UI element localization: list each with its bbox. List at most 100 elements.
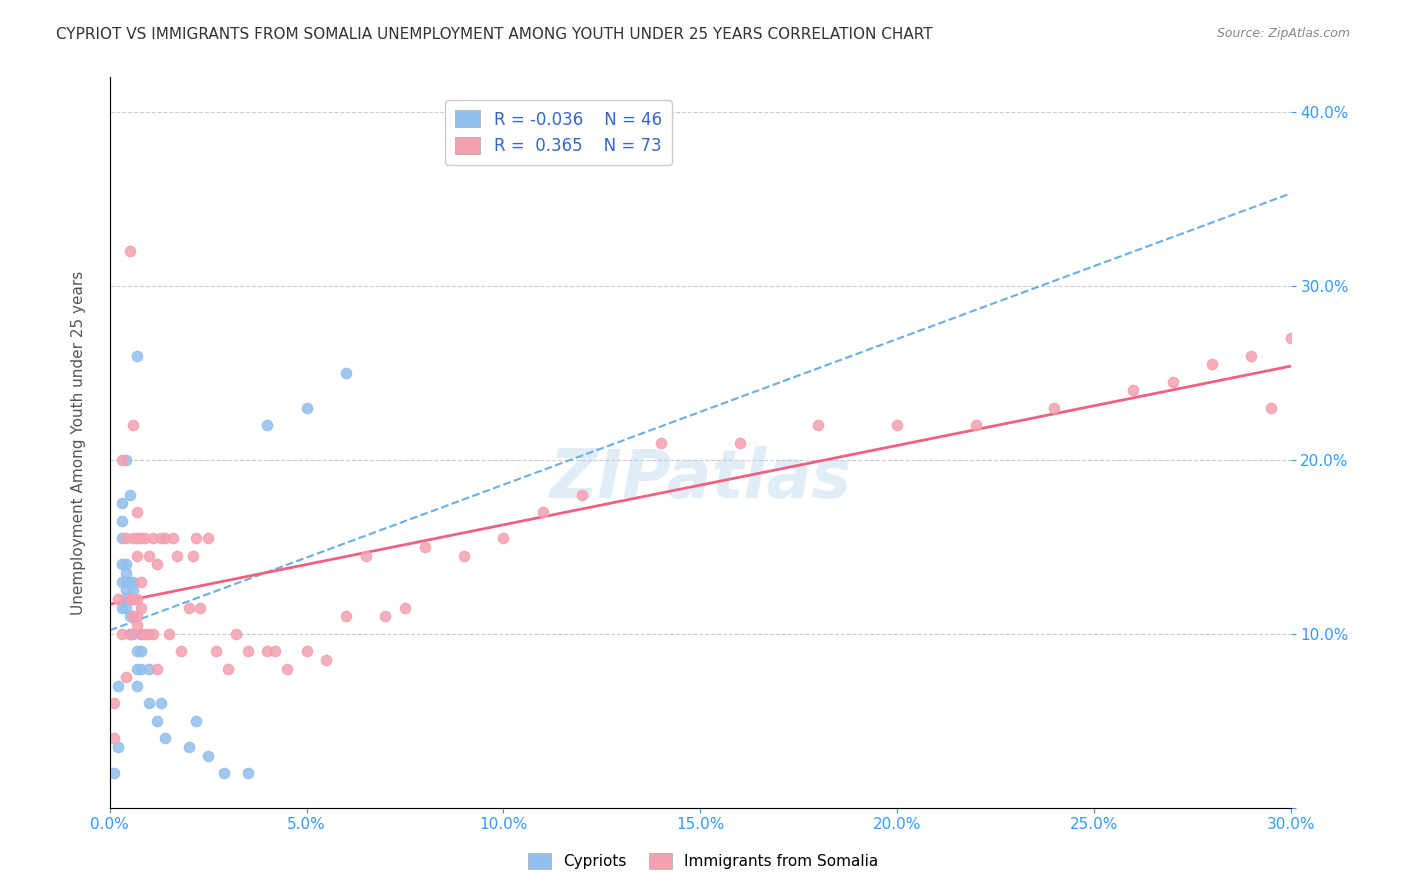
Point: [217, 662, 239, 676]
Point: [276, 662, 298, 676]
Point: [127, 349, 149, 363]
Point: [650, 435, 672, 450]
Point: [111, 453, 134, 467]
Point: [114, 670, 136, 684]
Point: [118, 627, 141, 641]
Point: [354, 549, 377, 563]
Text: CYPRIOT VS IMMIGRANTS FROM SOMALIA UNEMPLOYMENT AMONG YOUTH UNDER 25 YEARS CORRE: CYPRIOT VS IMMIGRANTS FROM SOMALIA UNEMP…: [56, 27, 932, 42]
Point: [118, 592, 141, 607]
Point: [166, 549, 188, 563]
Point: [236, 644, 259, 658]
Point: [118, 488, 141, 502]
Point: [111, 558, 134, 572]
Point: [127, 531, 149, 545]
Point: [131, 531, 153, 545]
Point: [1122, 384, 1144, 398]
Point: [127, 618, 149, 632]
Point: [114, 558, 136, 572]
Point: [965, 418, 987, 433]
Point: [453, 549, 475, 563]
Y-axis label: Unemployment Among Youth under 25 years: Unemployment Among Youth under 25 years: [72, 270, 86, 615]
Point: [111, 627, 134, 641]
Point: [118, 627, 141, 641]
Point: [146, 558, 169, 572]
Point: [146, 714, 169, 728]
Point: [1260, 401, 1282, 415]
Point: [138, 627, 160, 641]
Point: [127, 644, 149, 658]
Point: [236, 765, 259, 780]
Point: [107, 679, 129, 693]
Point: [118, 574, 141, 589]
Point: [186, 714, 208, 728]
Point: [256, 418, 278, 433]
Point: [153, 731, 176, 746]
Point: [150, 697, 173, 711]
Point: [1201, 357, 1223, 371]
Point: [131, 627, 153, 641]
Point: [111, 514, 134, 528]
Point: [153, 531, 176, 545]
Point: [1161, 375, 1184, 389]
Point: [122, 418, 145, 433]
Point: [205, 644, 228, 658]
Point: [114, 566, 136, 580]
Point: [127, 662, 149, 676]
Text: ZIPatlas: ZIPatlas: [550, 446, 851, 512]
Point: [122, 592, 145, 607]
Point: [138, 662, 160, 676]
Point: [107, 739, 129, 754]
Legend: R = -0.036    N = 46, R =  0.365    N = 73: R = -0.036 N = 46, R = 0.365 N = 73: [446, 101, 672, 165]
Point: [146, 662, 169, 676]
Point: [177, 739, 200, 754]
Point: [170, 644, 193, 658]
Point: [122, 609, 145, 624]
Point: [134, 627, 156, 641]
Point: [127, 609, 149, 624]
Point: [131, 627, 153, 641]
Point: [127, 505, 149, 519]
Point: [127, 679, 149, 693]
Point: [295, 644, 318, 658]
Point: [197, 531, 219, 545]
Point: [111, 574, 134, 589]
Point: [122, 627, 145, 641]
Point: [138, 549, 160, 563]
Point: [264, 644, 287, 658]
Point: [1043, 401, 1066, 415]
Point: [1240, 349, 1263, 363]
Point: [118, 609, 141, 624]
Point: [335, 609, 357, 624]
Point: [212, 765, 235, 780]
Point: [492, 531, 515, 545]
Point: [103, 731, 125, 746]
Point: [118, 244, 141, 259]
Legend: Cypriots, Immigrants from Somalia: Cypriots, Immigrants from Somalia: [522, 847, 884, 875]
Point: [131, 600, 153, 615]
Point: [374, 609, 396, 624]
Point: [886, 418, 908, 433]
Point: [131, 644, 153, 658]
Point: [295, 401, 318, 415]
Point: [114, 592, 136, 607]
Point: [142, 531, 165, 545]
Point: [111, 496, 134, 510]
Point: [111, 531, 134, 545]
Point: [335, 366, 357, 380]
Point: [138, 697, 160, 711]
Point: [127, 549, 149, 563]
Point: [114, 600, 136, 615]
Point: [131, 662, 153, 676]
Point: [315, 653, 337, 667]
Point: [103, 765, 125, 780]
Point: [186, 531, 208, 545]
Point: [413, 540, 436, 554]
Point: [531, 505, 554, 519]
Point: [107, 592, 129, 607]
Point: [114, 583, 136, 598]
Point: [122, 583, 145, 598]
Point: [190, 600, 212, 615]
Point: [150, 531, 173, 545]
Point: [131, 574, 153, 589]
Point: [114, 531, 136, 545]
